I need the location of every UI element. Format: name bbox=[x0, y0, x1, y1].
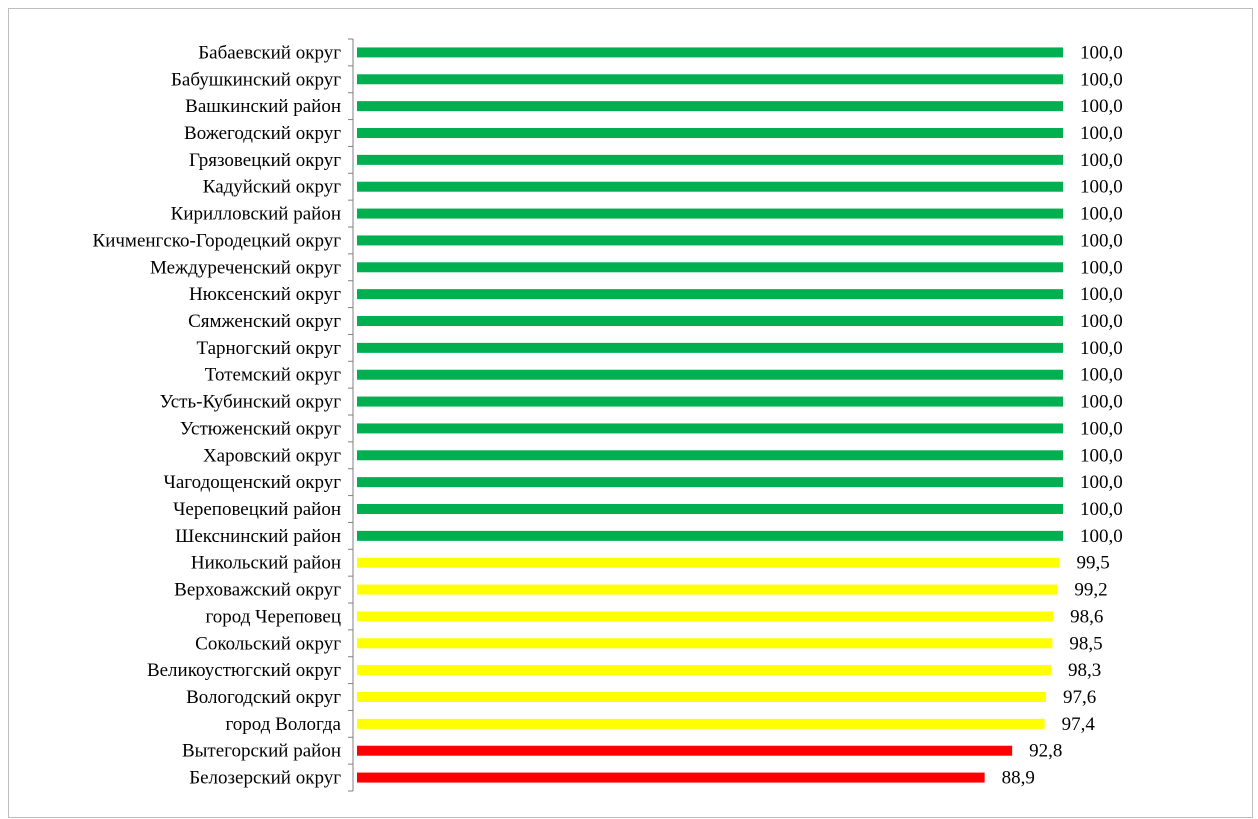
data-label: 100,0 bbox=[1080, 284, 1123, 305]
data-label: 88,9 bbox=[1002, 768, 1035, 789]
bar bbox=[357, 262, 1063, 273]
bar bbox=[357, 47, 1063, 58]
bar bbox=[357, 530, 1063, 541]
category-label: город Вологда bbox=[225, 714, 341, 735]
category-label: Тотемский округ bbox=[205, 365, 341, 386]
data-label: 100,0 bbox=[1080, 418, 1123, 439]
data-label: 92,8 bbox=[1029, 741, 1062, 762]
bar bbox=[357, 235, 1063, 246]
category-label: Кичменгско-Городецкий округ bbox=[93, 230, 342, 251]
bar bbox=[357, 665, 1051, 676]
category-label: Кирилловский район bbox=[171, 204, 341, 225]
bar bbox=[357, 396, 1063, 407]
category-label: Тарногский округ bbox=[196, 338, 341, 359]
bar-chart: Бабаевский округ Бабушкинский округ Вашкин… bbox=[93, 38, 1123, 792]
category-label: Никольский район bbox=[191, 553, 341, 574]
bar bbox=[357, 289, 1063, 300]
category-label: Вологодский округ bbox=[186, 687, 341, 708]
data-label: 99,2 bbox=[1074, 580, 1107, 601]
bar bbox=[357, 772, 985, 783]
category-label: Сямженский округ bbox=[188, 311, 341, 332]
bar bbox=[357, 369, 1063, 380]
category-label: Бабушкинский округ bbox=[171, 69, 341, 90]
data-label: 100,0 bbox=[1080, 177, 1123, 198]
data-label: 97,4 bbox=[1062, 714, 1096, 735]
bar bbox=[357, 181, 1063, 192]
data-label: 100,0 bbox=[1080, 204, 1123, 225]
data-label: 100,0 bbox=[1080, 499, 1123, 520]
category-label: Бабаевский округ bbox=[198, 42, 341, 63]
category-label: город Череповец bbox=[205, 606, 341, 627]
data-label: 98,5 bbox=[1069, 633, 1102, 654]
data-label: 100,0 bbox=[1080, 311, 1123, 332]
bar bbox=[357, 611, 1054, 622]
data-label: 98,3 bbox=[1068, 660, 1101, 681]
bar bbox=[357, 423, 1063, 434]
bar-series bbox=[357, 47, 1063, 783]
bar bbox=[357, 504, 1063, 514]
data-label: 100,0 bbox=[1080, 123, 1123, 144]
data-label: 100,0 bbox=[1080, 69, 1123, 90]
data-label: 100,0 bbox=[1080, 42, 1123, 63]
category-label: Вытегорский район bbox=[182, 741, 341, 762]
category-label: Харовский округ bbox=[203, 445, 341, 466]
category-axis-ticks bbox=[348, 38, 353, 792]
data-label: 100,0 bbox=[1080, 338, 1123, 359]
data-label: 97,6 bbox=[1063, 687, 1096, 708]
bar bbox=[357, 718, 1045, 729]
bar bbox=[357, 128, 1063, 138]
bar bbox=[357, 745, 1013, 756]
bar bbox=[357, 557, 1060, 568]
category-label: Чагодощенский округ bbox=[164, 472, 342, 493]
category-label: Грязовецкий округ bbox=[189, 150, 341, 171]
category-label: Нюксенский округ bbox=[189, 284, 341, 305]
bar bbox=[357, 316, 1063, 326]
category-label: Устюженский округ bbox=[180, 418, 341, 439]
category-label: Вожегодский округ bbox=[184, 123, 341, 144]
category-label: Белозерский округ bbox=[189, 768, 341, 789]
category-label: Усть-Кубинский округ bbox=[160, 392, 342, 413]
bar bbox=[357, 342, 1063, 353]
category-label: Сокольский округ bbox=[195, 633, 341, 654]
bar bbox=[357, 154, 1063, 165]
data-label: 100,0 bbox=[1080, 392, 1123, 413]
category-label: Великоустюгский округ bbox=[147, 660, 341, 681]
data-label: 100,0 bbox=[1080, 526, 1123, 547]
data-labels: 100,0 100,0 100,0 100,0 100,0 100,0 100,0 100,0… bbox=[1002, 42, 1123, 788]
category-label: Междуреченский округ bbox=[150, 257, 341, 278]
category-label: Верховажский округ bbox=[174, 580, 341, 601]
bar bbox=[357, 74, 1063, 85]
bar bbox=[357, 638, 1053, 649]
category-label: Вашкинский район bbox=[185, 96, 341, 117]
category-label: Шекснинский район bbox=[175, 526, 341, 547]
bar bbox=[357, 584, 1058, 595]
data-label: 100,0 bbox=[1080, 150, 1123, 171]
bar bbox=[357, 208, 1063, 219]
category-label: Череповецкий район bbox=[173, 499, 341, 520]
data-label: 100,0 bbox=[1080, 230, 1123, 251]
data-label: 100,0 bbox=[1080, 96, 1123, 117]
category-labels: Бабаевский округ Бабушкинский округ Вашкин… bbox=[93, 42, 342, 788]
data-label: 100,0 bbox=[1080, 365, 1123, 386]
bar bbox=[357, 450, 1063, 461]
data-label: 100,0 bbox=[1080, 472, 1123, 493]
bar bbox=[357, 692, 1047, 702]
data-label: 100,0 bbox=[1080, 257, 1123, 278]
category-label: Кадуйский округ bbox=[203, 177, 341, 198]
bar bbox=[357, 101, 1063, 112]
data-label: 100,0 bbox=[1080, 445, 1123, 466]
chart-frame: Бабаевский округ Бабушкинский округ Вашкин… bbox=[8, 8, 1253, 818]
data-label: 99,5 bbox=[1076, 553, 1109, 574]
data-label: 98,6 bbox=[1070, 606, 1103, 627]
bar bbox=[357, 477, 1063, 488]
